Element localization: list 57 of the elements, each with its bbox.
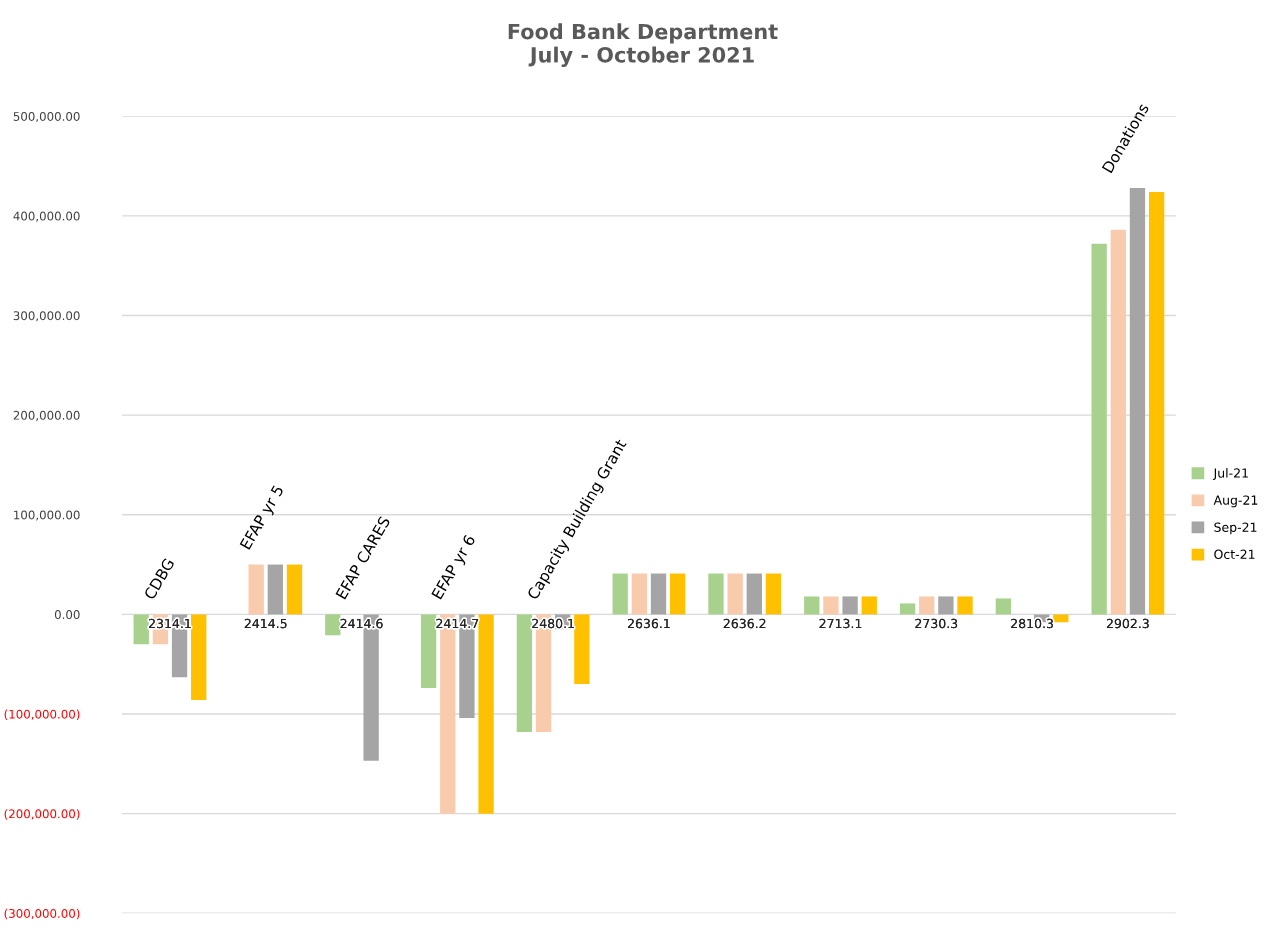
y-tick-label: (300,000.00)	[4, 908, 80, 920]
x-tick-label: 2414.6	[340, 618, 383, 629]
bar	[1091, 243, 1107, 615]
bar	[746, 573, 762, 615]
bar	[631, 573, 648, 615]
x-tick-label: 2480.1	[532, 618, 574, 629]
bar	[842, 596, 858, 615]
x-tick-label: 2636.1	[627, 618, 670, 629]
y-tick-label: 200,000.00	[13, 410, 80, 421]
bar	[804, 596, 820, 615]
bar	[708, 573, 724, 615]
bar	[861, 596, 877, 615]
legend-label: Oct-21	[1214, 549, 1255, 560]
x-tick-label: 2810.3	[1011, 618, 1053, 629]
x-tick-label: 2314.1	[149, 618, 191, 629]
y-tick-label: 100,000.00	[14, 510, 80, 521]
bar	[1053, 614, 1069, 623]
bar	[325, 614, 341, 636]
bar	[765, 573, 782, 615]
bar	[899, 603, 916, 615]
bar	[1110, 229, 1126, 615]
bar	[612, 573, 628, 615]
y-tick-label: 0.00	[54, 610, 80, 620]
bar	[938, 596, 954, 615]
bar	[919, 596, 935, 615]
bar	[478, 614, 494, 814]
y-tick-label: (200,000.00)	[4, 809, 80, 820]
bar	[574, 614, 590, 685]
bar	[650, 573, 667, 615]
y-tick-label: 300,000.00	[13, 311, 80, 322]
bar	[420, 614, 437, 689]
y-tick-label: 500,000.00	[13, 111, 80, 123]
legend-label: Jul-21	[1212, 468, 1248, 481]
bar	[516, 614, 533, 732]
bar	[191, 614, 207, 701]
bar	[727, 573, 743, 615]
bar	[286, 564, 303, 615]
x-tick-label: 2730.3	[915, 618, 958, 629]
legend-label: Aug-21	[1213, 495, 1258, 508]
bar	[267, 564, 283, 615]
x-tick-label: 2636.2	[723, 618, 766, 629]
bar	[248, 564, 264, 615]
y-tick-label: (100,000.00)	[4, 709, 80, 721]
bar	[1148, 191, 1165, 615]
x-tick-label: 2414.5	[244, 618, 287, 629]
bar	[957, 596, 973, 615]
bar	[823, 596, 839, 615]
x-tick-label: 2902.3	[1106, 618, 1149, 629]
chart-title: Food Bank Department July - October 2021	[508, 23, 778, 67]
bar	[133, 614, 149, 645]
bar	[1129, 187, 1146, 615]
bar	[995, 598, 1012, 615]
legend-label: Sep-21	[1214, 522, 1257, 535]
bar	[670, 573, 686, 615]
x-tick-label: 2414.7	[436, 618, 479, 629]
y-tick-label: 400,000.00	[13, 211, 80, 222]
x-tick-label: 2713.1	[819, 618, 862, 629]
